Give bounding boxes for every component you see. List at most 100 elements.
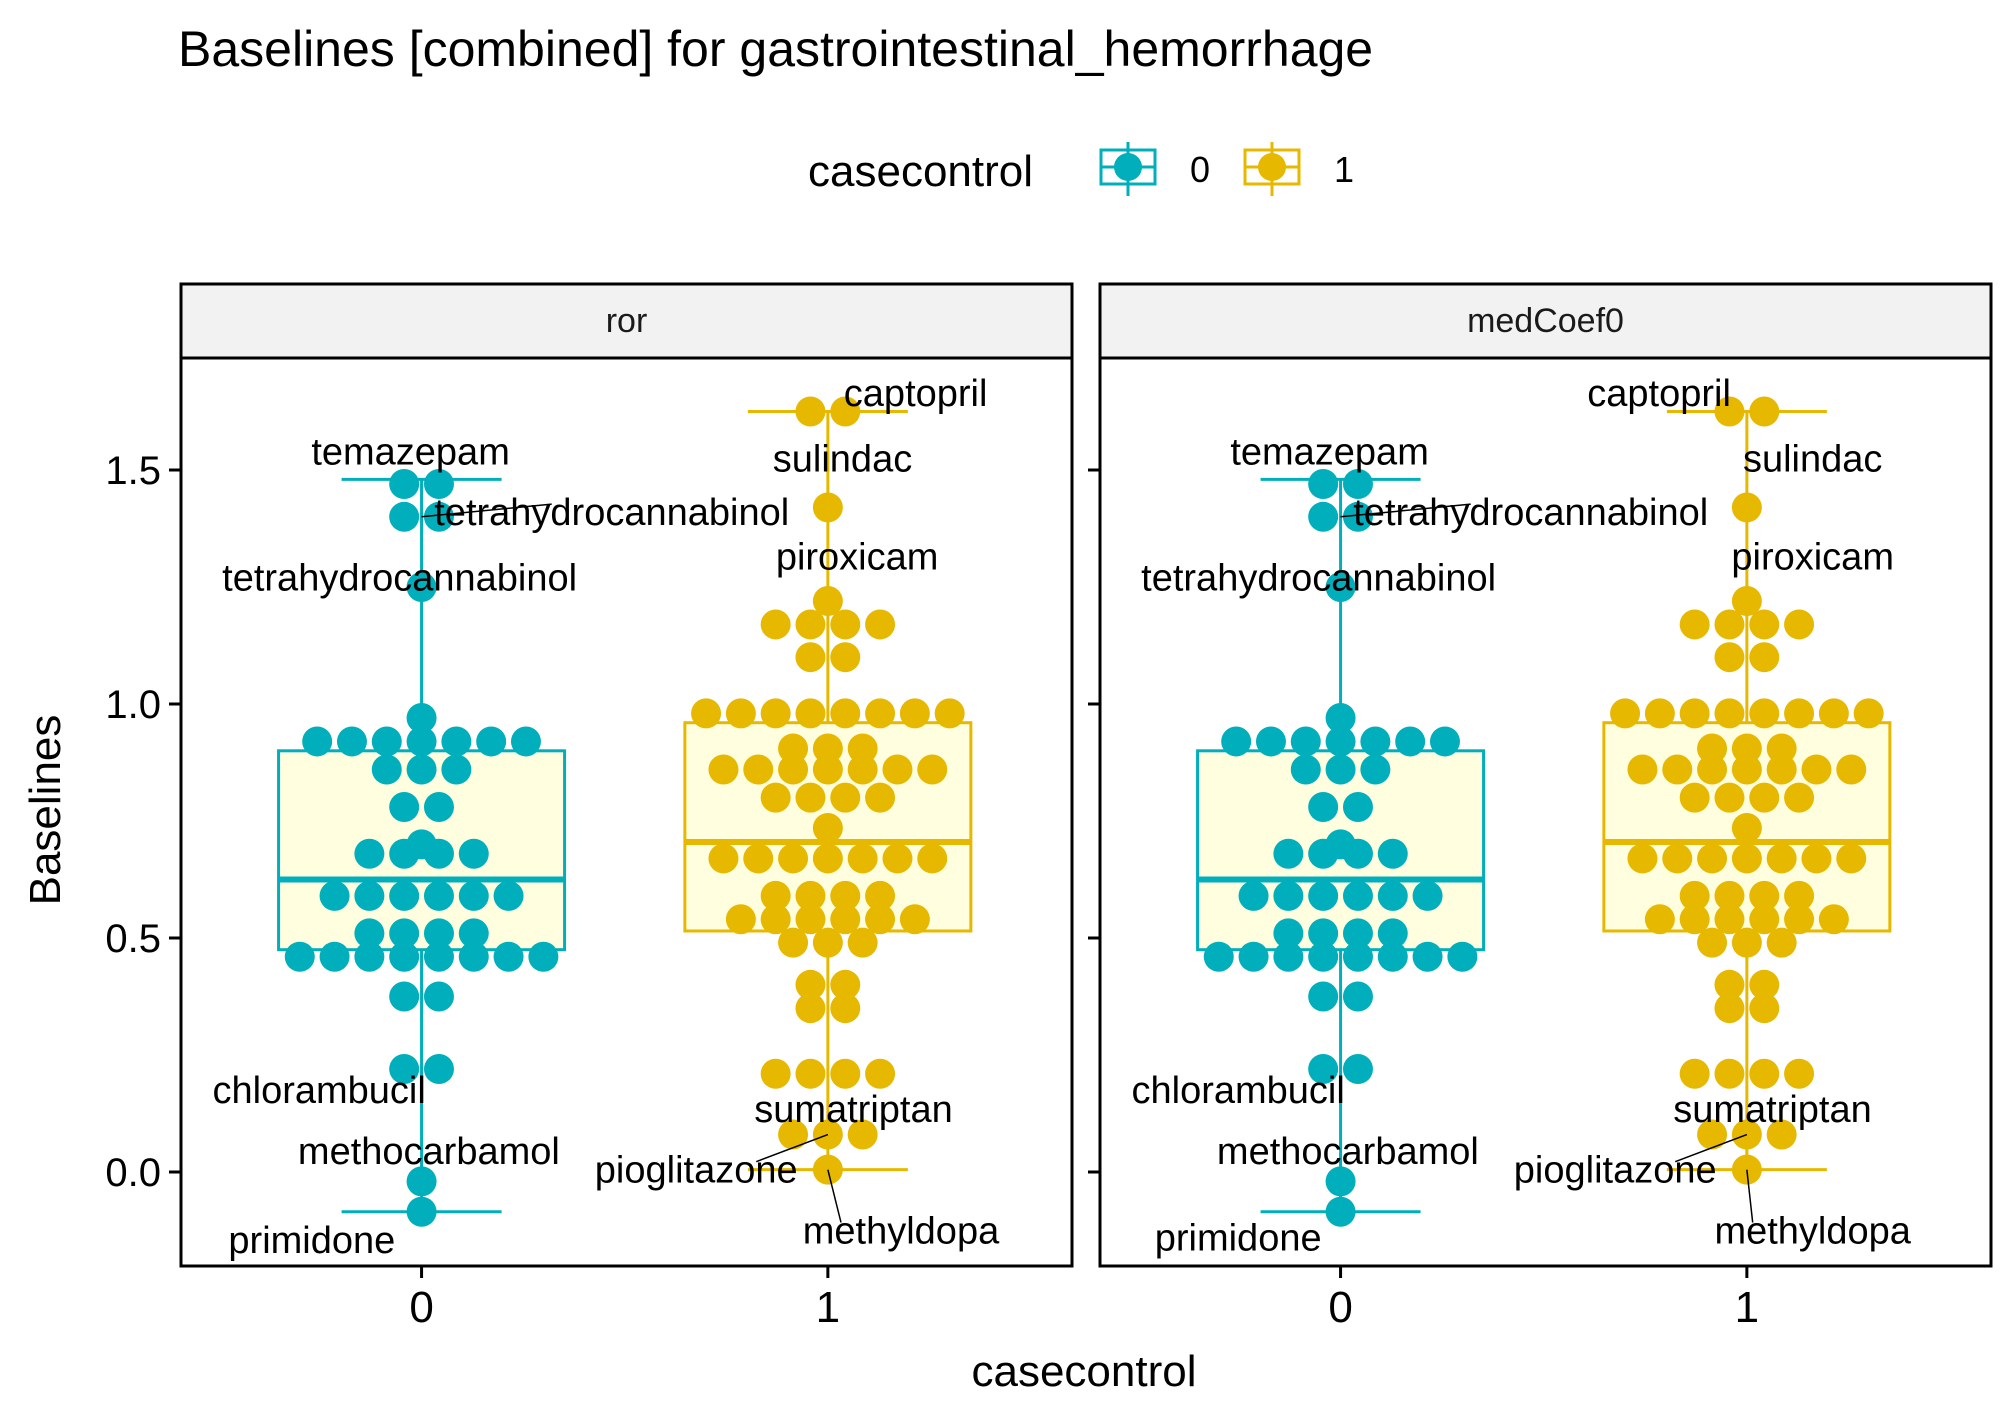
data-point <box>708 843 739 874</box>
data-point <box>1255 726 1286 757</box>
data-point <box>847 927 878 958</box>
data-point <box>760 880 791 911</box>
data-point <box>795 782 826 813</box>
data-point <box>795 1058 826 1089</box>
data-point <box>1697 1119 1728 1150</box>
data-point <box>1308 941 1339 972</box>
data-point <box>423 469 454 500</box>
data-point <box>1203 941 1234 972</box>
data-point <box>1731 843 1762 874</box>
data-point <box>1308 918 1339 949</box>
data-point <box>319 941 350 972</box>
point-label: methocarbamol <box>1217 1131 1479 1173</box>
data-point <box>1308 838 1339 869</box>
data-point <box>1238 941 1269 972</box>
data-point <box>812 733 843 764</box>
series-1 <box>1602 396 1892 1185</box>
legend-key-1: 1 <box>1243 142 1354 196</box>
data-point <box>1610 698 1641 729</box>
data-point <box>1714 396 1745 427</box>
facet-strip-label: medCoef0 <box>1467 302 1624 340</box>
data-point <box>1325 754 1356 785</box>
data-point <box>1342 981 1373 1012</box>
label-leader <box>1340 503 1471 518</box>
data-point <box>1784 904 1815 935</box>
data-point <box>882 843 913 874</box>
data-point <box>917 843 948 874</box>
data-point <box>1731 586 1762 617</box>
data-point <box>795 609 826 640</box>
point-label: primidone <box>228 1220 395 1262</box>
data-point <box>1342 918 1373 949</box>
data-point <box>1662 843 1693 874</box>
data-point <box>1714 698 1745 729</box>
point-label: temazepam <box>1230 431 1429 473</box>
data-point <box>1308 469 1339 500</box>
data-point <box>917 754 948 785</box>
series-0 <box>277 469 567 1227</box>
data-point <box>743 843 774 874</box>
data-point <box>1325 572 1356 602</box>
point-label: piroxicam <box>776 537 939 579</box>
point-label: methyldopa <box>1714 1211 1911 1253</box>
data-point <box>1766 843 1797 874</box>
data-point <box>778 927 809 958</box>
data-point <box>1749 396 1780 427</box>
data-point <box>1766 927 1797 958</box>
point-label: tetrahydrocannabinol <box>1141 558 1496 600</box>
data-point <box>1377 918 1408 949</box>
data-point <box>406 1196 437 1227</box>
data-point <box>1749 1058 1780 1089</box>
data-point <box>1679 1058 1710 1089</box>
data-point <box>1221 726 1252 757</box>
data-point <box>1784 880 1815 911</box>
data-point <box>1679 782 1710 813</box>
data-point <box>934 698 965 729</box>
data-point <box>371 726 402 757</box>
point-label: piroxicam <box>1731 537 1894 579</box>
data-point <box>1627 754 1658 785</box>
data-point <box>423 981 454 1012</box>
data-point <box>725 698 756 729</box>
x-axis-label: casecontrol <box>971 1347 1196 1396</box>
legend-label-0: 0 <box>1190 149 1210 190</box>
label-leader <box>421 503 552 518</box>
data-point <box>1714 904 1745 935</box>
data-point <box>1784 1058 1815 1089</box>
y-tick-label: 0.0 <box>105 1151 161 1195</box>
data-point <box>1342 880 1373 911</box>
data-point <box>1412 941 1443 972</box>
data-point <box>1714 993 1745 1024</box>
data-point <box>1360 726 1391 757</box>
legend-label-1: 1 <box>1334 149 1354 190</box>
point-label: pioglitazone <box>1514 1150 1717 1192</box>
label-leader <box>827 1169 842 1223</box>
data-point <box>1325 1166 1356 1197</box>
data-point <box>423 501 454 532</box>
y-tick-label: 1.0 <box>105 683 161 727</box>
data-point <box>830 904 861 935</box>
data-point <box>423 791 454 822</box>
data-point <box>865 782 896 813</box>
data-point <box>847 754 878 785</box>
data-point <box>778 843 809 874</box>
data-point <box>1801 843 1832 874</box>
data-point <box>812 843 843 874</box>
data-point <box>1679 904 1710 935</box>
data-point <box>528 941 559 972</box>
data-point <box>691 698 722 729</box>
data-point <box>1749 969 1780 1000</box>
data-point <box>865 609 896 640</box>
data-point <box>458 918 489 949</box>
legend-key-0: 0 <box>1099 142 1210 196</box>
point-label: sulindac <box>1743 438 1882 480</box>
data-point <box>1308 791 1339 822</box>
data-point <box>1766 1119 1797 1150</box>
data-point <box>441 726 472 757</box>
data-point <box>812 813 843 844</box>
data-point <box>1325 1196 1356 1227</box>
data-point <box>1342 791 1373 822</box>
data-point <box>899 698 930 729</box>
data-point <box>389 1054 420 1085</box>
